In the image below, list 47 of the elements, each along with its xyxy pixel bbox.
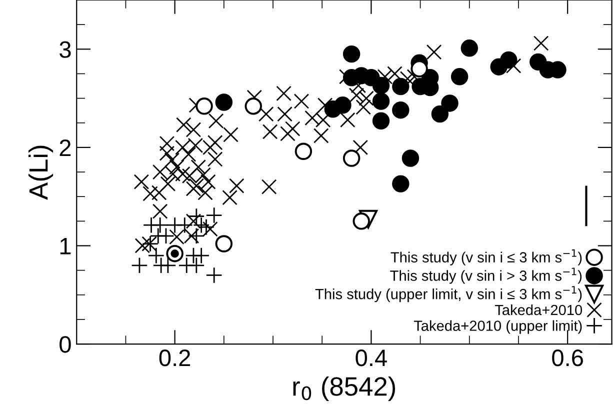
point	[410, 60, 428, 78]
point	[441, 94, 458, 112]
point	[402, 150, 420, 167]
x-tick-label: 0.6	[552, 350, 583, 366]
point	[342, 45, 360, 63]
point	[192, 247, 210, 264]
point	[158, 228, 174, 244]
legend-label: This study (upper limit, v sin i ≤ 3 km s$^{−1}$)	[315, 286, 582, 302]
point	[372, 112, 390, 130]
legend-label: This study (v sin i > 3 km s$^{−1}$)	[390, 268, 582, 284]
point	[392, 78, 410, 96]
point	[131, 257, 148, 274]
point	[450, 68, 468, 86]
point	[294, 142, 312, 160]
point	[188, 257, 205, 274]
legend-label: This study (v sin i ≤ 3 km s$^{−1}$)	[390, 249, 582, 266]
point	[392, 101, 410, 119]
point	[244, 98, 262, 115]
point	[192, 216, 210, 234]
point	[206, 266, 222, 284]
x-axis-title: r$_{0}$ (8542)	[293, 376, 396, 402]
legend-label: Takeda+2010 (upper limit)	[414, 320, 582, 334]
point	[188, 208, 205, 225]
y-tick-label: 2	[60, 140, 71, 156]
y-tick-label: 0	[60, 336, 71, 353]
point	[500, 51, 518, 69]
point	[372, 76, 390, 94]
point	[352, 212, 370, 230]
legend-label: Takeda+2010	[494, 304, 582, 316]
point	[460, 40, 478, 57]
y-tick-label: 3	[60, 41, 71, 58]
y-axis-title: A(Li)	[28, 146, 54, 200]
x-tick-label: 0.4	[356, 350, 387, 366]
y-tick-label: 1	[60, 238, 71, 254]
point	[215, 94, 233, 111]
point	[342, 150, 360, 167]
point	[206, 206, 222, 224]
point	[160, 257, 176, 274]
point	[152, 216, 168, 234]
point	[334, 96, 352, 114]
point	[215, 235, 233, 252]
point	[176, 216, 193, 234]
point	[431, 105, 449, 123]
x-tick-label: 0.2	[159, 350, 190, 366]
point	[196, 98, 213, 115]
point	[372, 92, 390, 110]
point	[392, 175, 410, 192]
